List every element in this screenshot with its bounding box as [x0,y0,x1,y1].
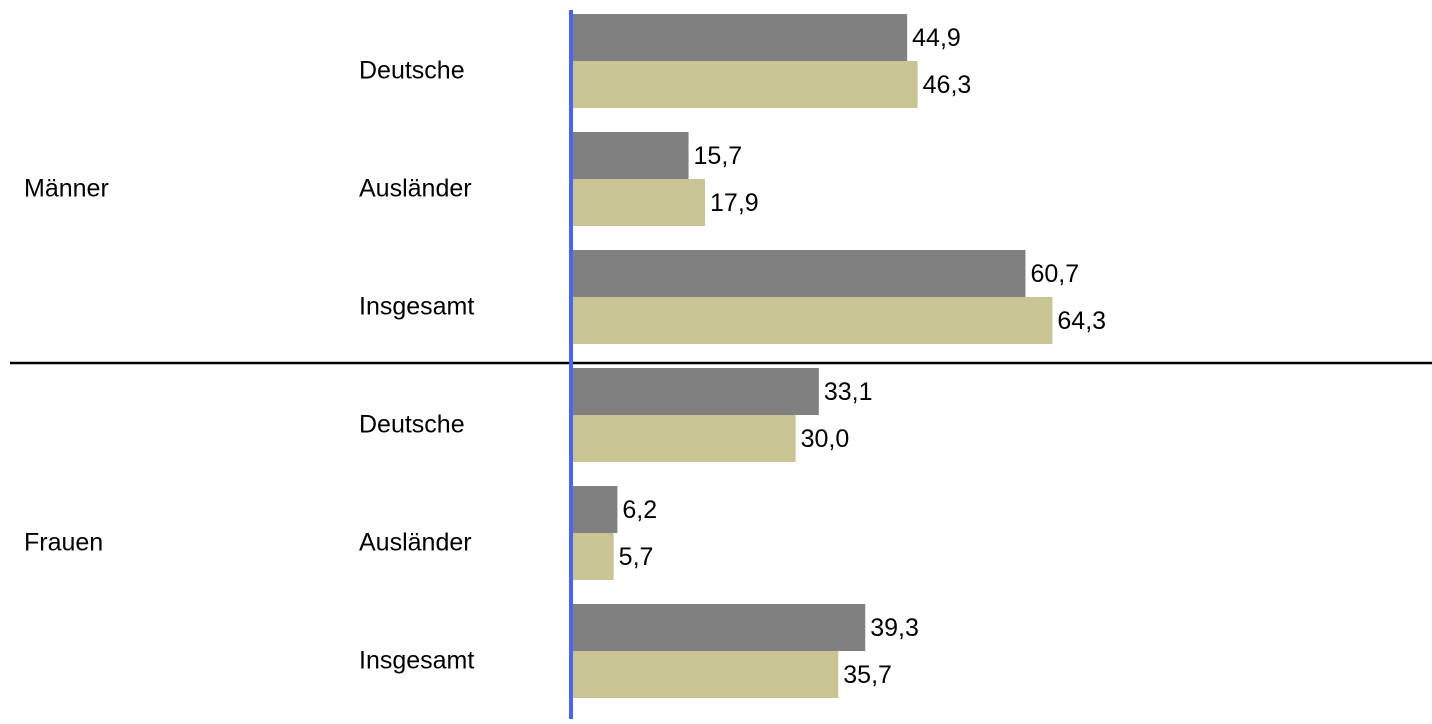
bar [571,250,1026,297]
bar [571,61,918,108]
value-label: 17,9 [710,189,759,217]
category-label: Ausländer [359,175,472,203]
value-label: 44,9 [912,24,961,52]
category-label: Insgesamt [359,647,474,675]
bar [571,14,908,61]
bar [571,297,1053,344]
value-label: 33,1 [824,378,873,406]
bar [571,486,618,533]
bar [571,415,796,462]
value-label: 35,7 [843,661,892,689]
category-label: Deutsche [359,57,465,85]
value-label: 39,3 [870,614,919,642]
group-label: Männer [24,175,109,203]
value-label: 60,7 [1030,260,1079,288]
group-label: Frauen [24,529,103,557]
value-label: 5,7 [619,543,654,571]
value-label: 64,3 [1057,307,1106,335]
bar [571,132,689,179]
bar [571,651,839,698]
value-label: 46,3 [923,71,972,99]
category-label: Ausländer [359,529,472,557]
value-label: 6,2 [622,496,657,524]
value-label: 30,0 [801,425,850,453]
bar [571,368,819,415]
category-label: Insgesamt [359,293,474,321]
bar [571,533,614,580]
bar [571,604,866,651]
category-label: Deutsche [359,411,465,439]
value-label: 15,7 [694,142,743,170]
bar [571,179,706,226]
